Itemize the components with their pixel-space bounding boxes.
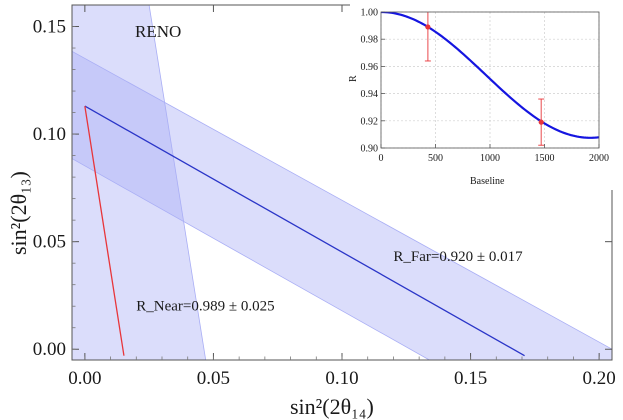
- series-layer: [84, 105, 525, 357]
- inset-x-tick-label: 500: [428, 153, 443, 164]
- bands-layer: [72, 5, 612, 360]
- band-near: [72, 5, 207, 360]
- y-tick-label: 0.10: [33, 124, 66, 145]
- annotation-r-near: R_Near=0.989 ± 0.025: [136, 299, 274, 315]
- inset-point-near: [425, 24, 431, 30]
- y-axis-title: sin²(2θ₁₃): [6, 171, 31, 255]
- inset-y-tick-label: 0.90: [361, 144, 379, 155]
- series-line-near: [84, 106, 125, 356]
- x-tick-label: 0.10: [325, 368, 358, 389]
- inset-plot: 0 500 1000 1500 2000 0.90 0.92 0.94 0.96 0.98 1.00…: [348, 4, 618, 190]
- inset-x-tick-label: 1500: [535, 153, 555, 164]
- inset-y-tick-label: 1.00: [361, 8, 379, 19]
- inset-x-tick-label: 2000: [589, 153, 609, 164]
- band-far: [72, 50, 612, 360]
- main-title: RENO: [135, 22, 181, 41]
- inset-x-axis-title: Baseline: [470, 176, 505, 187]
- x-tick-label: 0.05: [197, 368, 230, 389]
- y-tick-label: 0.00: [33, 339, 66, 360]
- annotation-r-far: R_Far=0.920 ± 0.017: [393, 249, 523, 265]
- y-tick-label: 0.05: [33, 232, 66, 253]
- inset-x-tick-label: 0: [379, 153, 384, 164]
- x-axis-title: sin²(2θ₁₄): [290, 394, 374, 419]
- inset-x-tick-label: 1000: [480, 153, 500, 164]
- series-line-far: [84, 105, 525, 357]
- inset-curve: [381, 12, 599, 139]
- inset-point-far: [538, 119, 544, 125]
- x-tick-label: 0.20: [583, 368, 616, 389]
- inset-ticks: 0 500 1000 1500 2000 0.90 0.92 0.94 0.96 0.98 1.00: [361, 8, 610, 165]
- y-tick-label: 0.15: [33, 17, 66, 38]
- inset-y-tick-label: 0.94: [361, 89, 379, 100]
- inset-y-tick-label: 0.98: [361, 35, 379, 46]
- inset-y-tick-label: 0.92: [361, 116, 379, 127]
- inset-series-layer: [381, 12, 599, 146]
- x-tick-label: 0.00: [68, 368, 101, 389]
- inset-y-axis-title: R: [348, 75, 359, 82]
- inset-y-tick-label: 0.96: [361, 62, 379, 73]
- main-ticks: 0.00 0.05 0.10 0.15 0.20 0.00 0.05 0.10 0.15: [33, 5, 616, 389]
- x-tick-label: 0.15: [454, 368, 487, 389]
